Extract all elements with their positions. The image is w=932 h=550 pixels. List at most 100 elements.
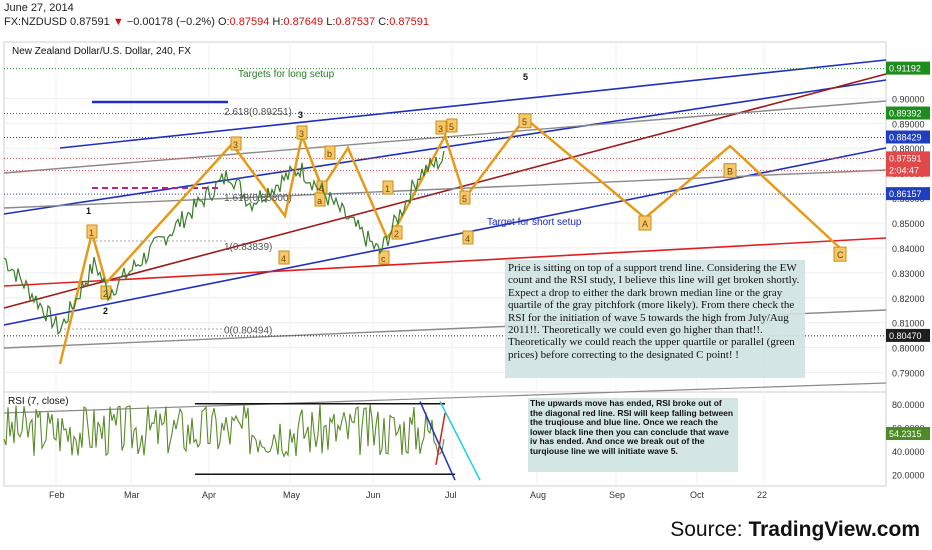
rsi-badge: [886, 427, 930, 441]
chart-canvas[interactable]: 0.900000.890000.880000.870000.860000.850…: [0, 38, 932, 508]
drawings: [3, 59, 887, 472]
fib-label: 1(0.83839): [224, 242, 272, 253]
wave-label: 1: [86, 206, 91, 216]
rsi-series: [3, 401, 481, 481]
rsi-red-line: [435, 413, 446, 465]
x-tick-label: May: [283, 490, 301, 500]
wave-box-label: b: [327, 149, 332, 159]
open-value: 0.87594: [229, 16, 270, 28]
wave-box: [459, 190, 471, 205]
rsi-badge-label: 54.2315: [889, 429, 922, 439]
wave-box: [86, 224, 98, 239]
wave-box: [391, 225, 403, 240]
high-value: 0.87649: [283, 16, 324, 28]
rsi-tick-label: 20.0000: [892, 470, 925, 480]
projection-marker: [518, 113, 532, 129]
fib-label: 2.618(0.89251): [224, 107, 292, 118]
price-badge-label: 0.87591: [889, 153, 922, 163]
wave-box: [278, 250, 290, 265]
source-brand[interactable]: TradingView.com: [748, 518, 920, 541]
wave-label: 2: [103, 306, 108, 316]
price-badge-label: 0.89392: [889, 108, 922, 118]
symbol-label[interactable]: FX:NZDUSD: [4, 16, 67, 28]
price-line: [3, 150, 445, 336]
price-badge: [886, 328, 930, 342]
annotation-long: Targets for long setup: [238, 69, 335, 80]
x-tick-label: Jul: [445, 490, 457, 500]
price-badge: [886, 106, 930, 120]
y-tick-label: 0.85000: [892, 219, 925, 229]
rsi-title: RSI (7, close): [8, 396, 69, 407]
y-tick-label: 0.90000: [892, 94, 925, 104]
wave-box-label: 3: [438, 124, 443, 134]
rsi-note-box: [528, 398, 738, 472]
x-tick-label: Apr: [202, 490, 216, 500]
wave-box-label: 4: [281, 254, 286, 264]
wave-box: [314, 192, 326, 207]
y-tick-label: 0.79000: [892, 369, 925, 379]
price-badge: [886, 187, 930, 201]
chart-date: June 27, 2014: [4, 2, 74, 14]
close-label: C:: [378, 16, 390, 28]
projection-marker: [833, 246, 847, 262]
note-box: [505, 260, 805, 378]
trend-line: [3, 237, 887, 287]
rsi-tick-label: 40.0000: [892, 447, 925, 457]
trend-line: [3, 147, 887, 326]
wave-box: [435, 120, 447, 135]
wave-box-label: 5: [449, 122, 454, 132]
y-tick-label: 0.81000: [892, 319, 925, 329]
wave-box-label: 4: [319, 184, 324, 194]
y-tick-label: 0.89000: [892, 119, 925, 129]
projection-label: 5: [522, 117, 527, 127]
close-value: 0.87591: [389, 16, 429, 28]
wave-box-label: a: [317, 196, 322, 206]
wave-box-label: 2: [103, 289, 108, 299]
projection-marker: [638, 215, 652, 231]
price-badge: [886, 130, 930, 144]
x-tick-label: Oct: [690, 490, 705, 500]
down-arrow-icon: ▼: [112, 16, 124, 28]
price-badge-label: 2:04:47: [889, 166, 919, 176]
wave-box-label: c: [381, 254, 386, 264]
rsi-tick-label: 80.0000: [892, 400, 925, 410]
source-credit: Source: TradingView.com: [670, 518, 920, 542]
last-price: 0.87591: [70, 16, 110, 28]
y-tick-label: 0.80000: [892, 344, 925, 354]
low-label: L:: [326, 16, 336, 28]
note-text-frame: Price is sitting on top of a support tre…: [508, 262, 800, 361]
projection-label: A: [642, 219, 648, 229]
wave-box: [230, 136, 242, 151]
quote-line: FX:NZDUSD 0.87591 ▼ −0.00178 (−0.2%) O:0…: [4, 16, 429, 28]
projection-label: B: [727, 167, 733, 177]
wave-box-label: 2: [394, 229, 399, 239]
low-value: 0.87537: [335, 16, 376, 28]
rsi-note-text: The upwards move has ended, RSI broke ou…: [530, 399, 734, 456]
source-prefix: Source:: [670, 518, 749, 541]
trend-line: [3, 169, 887, 209]
chart-annotations: 5ABC12345345abc123412352.618(0.89251)1.6…: [8, 46, 844, 456]
y-tick-label: 0.82000: [892, 294, 925, 304]
y-tick-label: 0.84000: [892, 244, 925, 254]
wave-box: [378, 250, 390, 265]
wave-box-label: 4: [465, 234, 470, 244]
price-badge-label: 0.91192: [889, 64, 921, 74]
projection-label: C: [837, 250, 844, 260]
x-tick-label: Feb: [49, 490, 65, 500]
y-tick-label: 0.88000: [892, 144, 925, 154]
wave-box-label: 1: [89, 228, 94, 238]
wave-box: [382, 180, 394, 195]
price-badge-label: 0.88429: [889, 133, 922, 143]
trend-line: [59, 59, 887, 149]
open-label: O:: [217, 16, 230, 28]
price-change: −0.00178 (−0.2%): [126, 16, 215, 28]
x-tick-label: 22: [757, 490, 767, 500]
rsi-blue-line: [419, 401, 456, 481]
price-series: [3, 150, 445, 336]
price-badge-label: 0.86157: [889, 189, 922, 199]
price-axis: 0.900000.890000.880000.870000.860000.850…: [886, 61, 930, 480]
note-text: Price is sitting on top of a support tre…: [508, 262, 800, 361]
rsi-note-frame: The upwards move has ended, RSI broke ou…: [530, 399, 734, 456]
quote-header: June 27, 2014 FX:NZDUSD 0.87591 ▼ −0.001…: [0, 0, 932, 30]
wave-box-label: 5: [462, 194, 467, 204]
